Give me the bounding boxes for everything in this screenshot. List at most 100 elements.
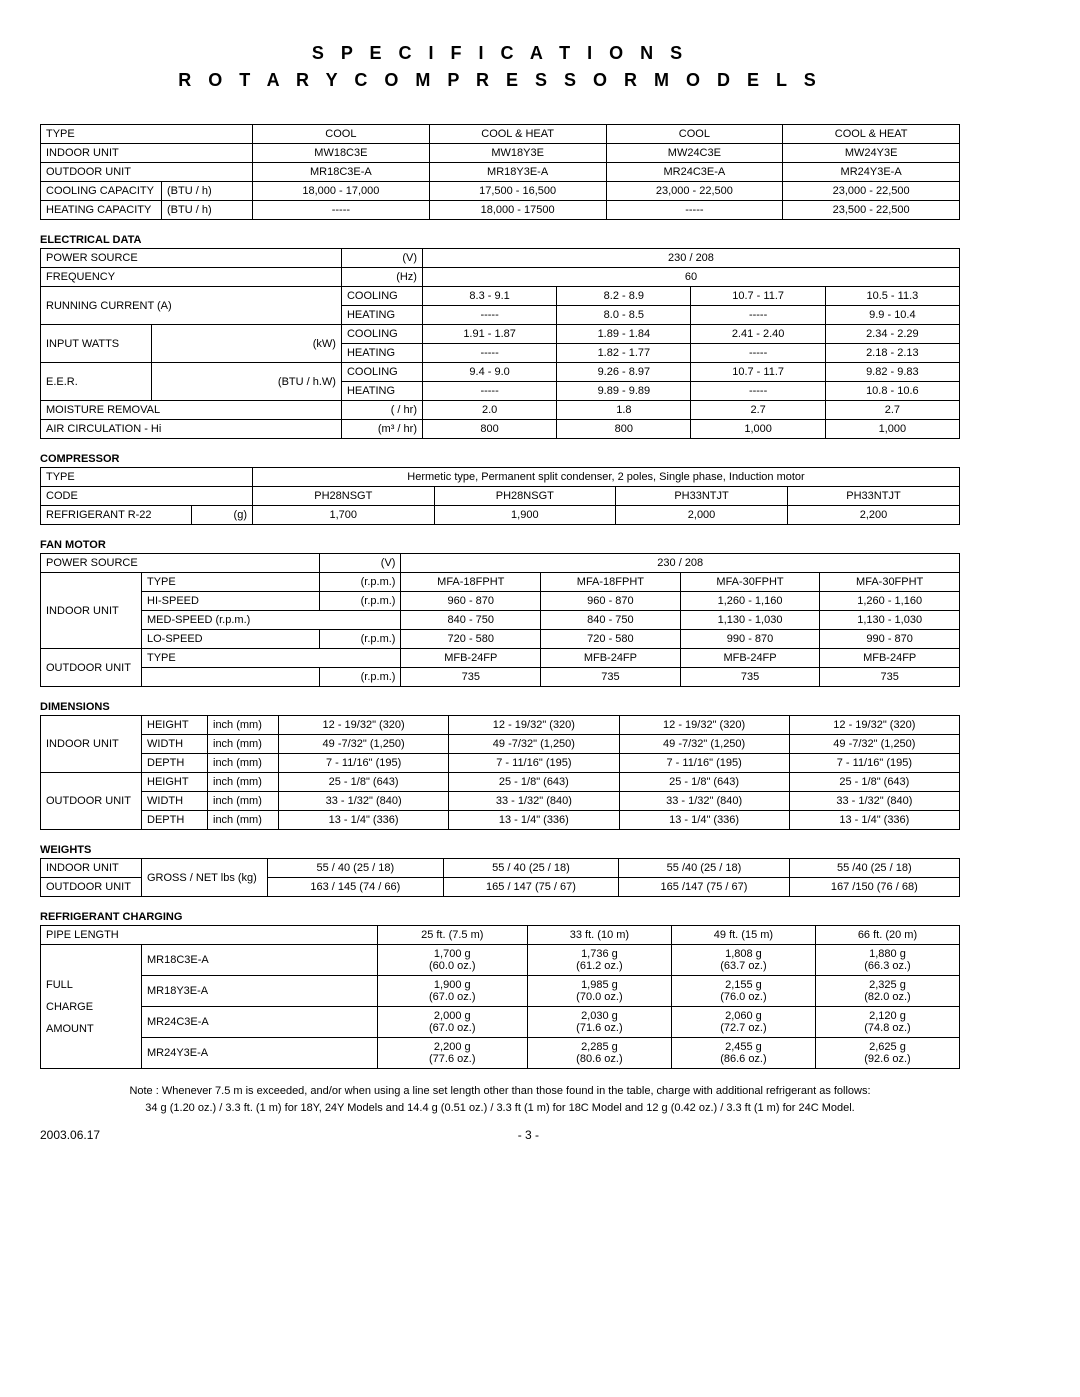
row-label: POWER SOURCE [41,554,320,573]
val: 66 ft. (20 m) [815,926,959,945]
val: ----- [422,382,556,401]
val: 7 - 11/16" (195) [789,754,959,773]
val: 1,900 g (67.0 oz.) [377,976,527,1007]
row-label: TYPE [41,468,253,487]
unit-label: inch (mm) [208,716,279,735]
val: COOL [606,125,783,144]
unit-label: (Hz) [341,268,422,287]
val: 10.7 - 11.7 [691,287,825,306]
val: 12 - 19/32" (320) [789,716,959,735]
val: 13 - 1/4" (336) [279,811,449,830]
val: 1,700 [253,506,435,525]
val: COOL & HEAT [429,125,606,144]
val: Hermetic type, Permanent split condenser… [253,468,960,487]
val: 33 - 1/32" (840) [449,792,619,811]
val: MR18C3E-A [253,163,430,182]
row-label: FULL CHARGE AMOUNT [41,945,142,1069]
row-label: OUTDOOR UNIT [41,773,142,830]
unit-label: inch (mm) [208,754,279,773]
val: 2,060 g (72.7 oz.) [671,1007,815,1038]
sub-label: DEPTH [142,754,208,773]
val: 12 - 19/32" (320) [619,716,789,735]
val: 840 - 750 [401,611,541,630]
note-1: Note : Whenever 7.5 m is exceeded, and/o… [40,1083,960,1100]
row-label: PIPE LENGTH [41,926,378,945]
sub-label: GROSS / NET lbs (kg) [142,859,268,897]
unit-label: ( / hr) [341,401,422,420]
footer-date: 2003.06.17 [40,1128,100,1142]
val: 2,000 [616,506,788,525]
val: 1,736 g (61.2 oz.) [527,945,671,976]
unit-label: inch (mm) [208,792,279,811]
val: MFA-18FPHT [541,573,681,592]
val: 1,880 g (66.3 oz.) [815,945,959,976]
sub-label: HEIGHT [142,773,208,792]
val: MFB-24FP [541,649,681,668]
val: 2,285 g (80.6 oz.) [527,1038,671,1069]
row-label: POWER SOURCE [41,249,342,268]
val: 60 [422,268,959,287]
unit-label: (V) [320,554,401,573]
val: 2.34 - 2.29 [825,325,959,344]
val: 7 - 11/16" (195) [279,754,449,773]
val: 1.91 - 1.87 [422,325,556,344]
val: 800 [422,420,556,439]
val: 735 [401,668,541,687]
val: 8.0 - 8.5 [557,306,691,325]
val: 33 ft. (10 m) [527,926,671,945]
val: 33 - 1/32" (840) [789,792,959,811]
val: PH33NTJT [787,487,959,506]
val: ----- [606,201,783,220]
weights-table: INDOOR UNIT GROSS / NET lbs (kg) 55 / 40… [40,858,960,897]
row-label: HEATING CAPACITY [41,201,162,220]
footer-page: - 3 - [518,1128,539,1142]
val: ----- [422,344,556,363]
val: 49 -7/32" (1,250) [619,735,789,754]
val: 720 - 580 [541,630,681,649]
val: MR24Y3E-A [783,163,960,182]
row-label: MOISTURE REMOVAL [41,401,342,420]
sub-label: HI-SPEED [142,592,320,611]
val: PH28NSGT [253,487,435,506]
row-label: FREQUENCY [41,268,342,287]
label-charge: CHARGE [46,1001,93,1013]
row-label: OUTDOOR UNIT [41,649,142,687]
val: 12 - 19/32" (320) [449,716,619,735]
unit-label: (BTU / h.W) [152,363,342,401]
val: 10.5 - 11.3 [825,287,959,306]
val: 9.4 - 9.0 [422,363,556,382]
val: 55 /40 (25 / 18) [789,859,959,878]
mode-label: HEATING [341,306,422,325]
val: 163 / 145 (74 / 66) [268,878,444,897]
val: 1,130 - 1,030 [820,611,960,630]
row-label: INDOOR UNIT [41,573,142,649]
unit-label: inch (mm) [208,773,279,792]
row-label: OUTDOOR UNIT [41,878,142,897]
val: 1,808 g (63.7 oz.) [671,945,815,976]
val: ----- [422,306,556,325]
val: 33 - 1/32" (840) [619,792,789,811]
val: 1,000 [825,420,959,439]
val: 2.41 - 2.40 [691,325,825,344]
val: 25 - 1/8" (643) [279,773,449,792]
title-line-1: S P E C I F I C A T I O N S [312,43,688,63]
sub-label: MED-SPEED (r.p.m.) [142,611,401,630]
section-dimensions: DIMENSIONS [40,701,960,713]
val: MW18Y3E [429,144,606,163]
val: 165 / 147 (75 / 67) [443,878,619,897]
unit-label: inch (mm) [208,735,279,754]
val: 1,700 g (60.0 oz.) [377,945,527,976]
row-label: OUTDOOR UNIT [41,163,253,182]
val: 33 - 1/32" (840) [279,792,449,811]
unit-label: (r.p.m.) [320,592,401,611]
electrical-table: POWER SOURCE (V) 230 / 208 FREQUENCY (Hz… [40,248,960,439]
val: 17,500 - 16,500 [429,182,606,201]
val: 25 - 1/8" (643) [789,773,959,792]
compressor-table: TYPE Hermetic type, Permanent split cond… [40,467,960,525]
val: COOL [253,125,430,144]
val: 2,325 g (82.0 oz.) [815,976,959,1007]
val: MFA-18FPHT [401,573,541,592]
unit-label: (r.p.m.) [320,573,401,592]
val: 735 [820,668,960,687]
val: 25 - 1/8" (643) [619,773,789,792]
